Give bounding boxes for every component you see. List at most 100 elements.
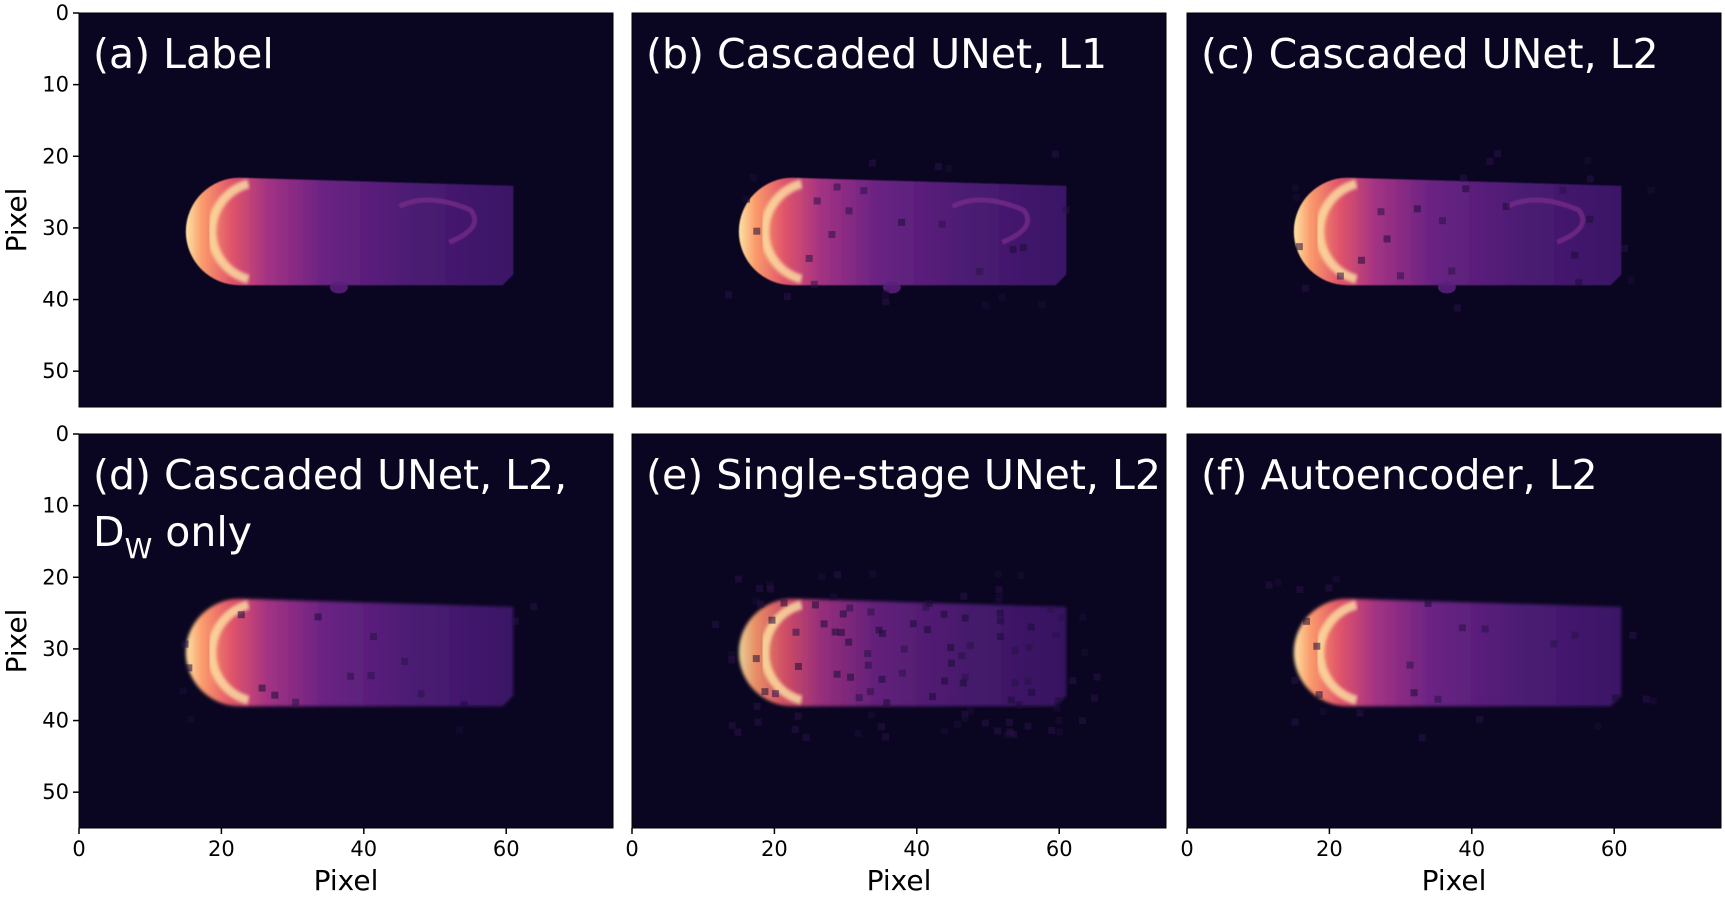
noise-pixel — [900, 645, 908, 653]
noise-pixel — [866, 688, 874, 696]
noise-pixel — [1052, 150, 1060, 158]
noise-pixel — [728, 651, 736, 659]
subtitle-rest: only — [152, 508, 252, 556]
noise-pixel — [1024, 722, 1032, 730]
noise-pixel — [347, 672, 355, 680]
noise-pixel — [1460, 174, 1468, 182]
noise-pixel — [864, 661, 872, 669]
noise-pixel — [1010, 730, 1018, 738]
noise-pixel — [1438, 217, 1446, 225]
noise-pixel — [1406, 661, 1414, 669]
bright-edge — [1315, 179, 1358, 284]
noise-pixel — [869, 570, 877, 578]
panel-title: (b) Cascaded UNet, L1 — [646, 30, 1107, 78]
noise-pixel — [1062, 206, 1070, 214]
x-tick-label: 60 — [1046, 837, 1073, 861]
noise-pixel — [1053, 704, 1061, 712]
bright-edge — [207, 600, 250, 705]
noise-pixel — [292, 698, 300, 706]
y-axis-label: Pixel — [0, 609, 33, 674]
y-tick-label: 0 — [56, 1, 69, 25]
noise-pixel — [810, 280, 818, 288]
plot-frame — [1186, 12, 1722, 408]
noise-pixel — [959, 679, 967, 687]
noise-pixel — [1629, 631, 1637, 639]
noise-pixel — [752, 597, 760, 605]
x-tick-label: 40 — [350, 837, 377, 861]
noise-pixel — [1301, 284, 1309, 292]
noise-pixel — [847, 673, 855, 681]
noise-pixel — [780, 599, 788, 607]
noise-pixel — [791, 725, 799, 733]
texture-swirl — [398, 197, 478, 245]
noise-pixel — [929, 693, 937, 701]
noise-pixel — [792, 628, 800, 636]
y-tick-label: 30 — [42, 216, 69, 240]
noise-pixel — [938, 220, 946, 228]
panel-title: (d) Cascaded UNet, L2, — [93, 451, 567, 499]
y-tick-label: 30 — [42, 637, 69, 661]
x-axis-label: Pixel — [1422, 864, 1487, 897]
noise-pixel — [945, 165, 953, 173]
x-tick-label: 20 — [1316, 837, 1343, 861]
noise-pixel — [940, 727, 948, 735]
noise-pixel — [1356, 709, 1364, 717]
noise-pixel — [802, 734, 810, 742]
noise-pixel — [940, 610, 948, 618]
noise-pixel — [869, 159, 877, 167]
noise-pixel — [753, 227, 761, 235]
noise-pixel — [818, 573, 826, 581]
x-tick-label: 60 — [1601, 837, 1628, 861]
noise-pixel — [460, 701, 468, 709]
noise-pixel — [837, 628, 845, 636]
noise-pixel — [728, 721, 736, 729]
noise-pixel — [1584, 157, 1592, 165]
y-axis-label: Pixel — [0, 188, 33, 253]
noise-pixel — [1611, 694, 1619, 702]
noise-pixel — [1303, 617, 1311, 625]
noise-pixel — [756, 585, 764, 593]
noise-pixel — [1575, 279, 1583, 287]
noise-pixel — [1017, 571, 1025, 579]
noise-pixel — [1550, 640, 1558, 648]
noise-pixel — [1015, 701, 1023, 709]
noise-pixel — [1295, 243, 1303, 251]
noise-pixel — [909, 620, 917, 628]
noise-pixel — [854, 729, 862, 737]
noise-pixel — [752, 655, 760, 663]
x-tick-label: 0 — [72, 837, 85, 861]
panel-b: (b) Cascaded UNet, L1 — [631, 12, 1167, 408]
noise-pixel — [1586, 175, 1594, 183]
noise-pixel — [829, 593, 837, 601]
x-tick-label: 0 — [1180, 837, 1193, 861]
noise-pixel — [995, 593, 1003, 601]
noise-pixel — [724, 291, 732, 299]
noise-pixel — [961, 714, 969, 722]
noise-pixel — [401, 657, 409, 665]
noise-pixel — [855, 694, 863, 702]
noise-pixel — [728, 656, 736, 664]
noise-pixel — [1481, 625, 1489, 633]
noise-pixel — [1274, 579, 1282, 587]
noise-pixel — [924, 626, 932, 634]
panel-title: (f) Autoencoder, L2 — [1201, 451, 1598, 499]
noise-pixel — [1055, 716, 1063, 724]
x-tick-label: 40 — [903, 837, 930, 861]
noise-pixel — [1571, 251, 1579, 259]
noise-pixel — [734, 728, 742, 736]
noise-pixel — [1007, 696, 1015, 704]
noise-pixel — [1079, 613, 1087, 621]
noise-pixel — [179, 687, 187, 695]
texture-swirl — [1506, 197, 1586, 245]
noise-pixel — [1357, 256, 1365, 264]
noise-pixel — [1594, 722, 1602, 730]
x-tick-label: 40 — [1458, 837, 1485, 861]
noise-pixel — [754, 718, 762, 726]
noise-pixel — [934, 163, 942, 171]
noise-pixel — [828, 231, 836, 239]
panel-e: (e) Single-stage UNet, L2 0 20 40 60 Pixel — [625, 433, 1167, 897]
panel-c: (c) Cascaded UNet, L2 — [1186, 12, 1722, 408]
noise-pixel — [1325, 584, 1333, 592]
noise-pixel — [961, 614, 969, 622]
noise-pixel — [953, 720, 961, 728]
